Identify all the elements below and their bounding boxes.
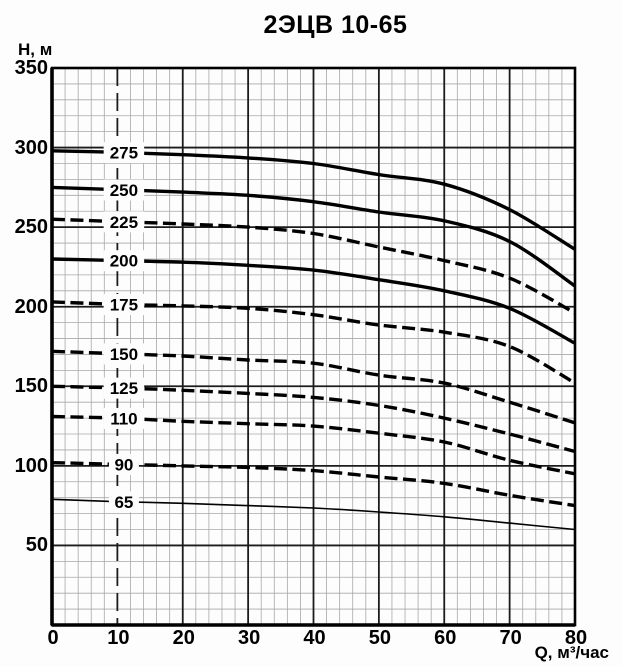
curve-label-bg-225 bbox=[103, 211, 145, 233]
x-tick-20: 20 bbox=[172, 627, 195, 649]
x-tick-0: 0 bbox=[47, 627, 59, 649]
y-tick-150: 150 bbox=[14, 375, 48, 398]
curve-label-65: 65 bbox=[114, 493, 133, 512]
y-tick-250: 250 bbox=[14, 216, 48, 239]
curve-label-bg-150 bbox=[103, 343, 145, 365]
curve-label-275: 275 bbox=[110, 144, 138, 163]
curve-label-bg-175 bbox=[103, 293, 145, 315]
curve-label-150: 150 bbox=[110, 345, 138, 364]
y-axis-label: Н, м bbox=[18, 40, 53, 59]
chart-title: 2ЭЦВ 10-65 bbox=[263, 11, 408, 39]
curve-label-bg-200 bbox=[103, 250, 145, 272]
x-tick-50: 50 bbox=[368, 627, 391, 649]
x-tick-10: 10 bbox=[107, 627, 130, 649]
y-tick-100: 100 bbox=[14, 454, 48, 477]
x-tick-40: 40 bbox=[303, 627, 326, 649]
chart-plot: 275 250 225 200 175 150 125 110 90 65 bbox=[50, 66, 577, 627]
x-tick-80: 80 bbox=[564, 627, 588, 649]
curve-label-125: 125 bbox=[110, 379, 138, 398]
curve-label-200: 200 bbox=[110, 252, 138, 271]
curve-label-bg-250 bbox=[103, 179, 145, 201]
curve-label-110: 110 bbox=[110, 409, 137, 428]
y-tick-200: 200 bbox=[14, 295, 48, 318]
curve-label-bg-275 bbox=[103, 142, 145, 164]
x-tick-70: 70 bbox=[499, 627, 522, 649]
curve-label-bg-125 bbox=[103, 377, 145, 399]
curve-label-bg-65 bbox=[108, 491, 139, 513]
y-tick-300: 300 bbox=[14, 136, 48, 159]
curve-label-225: 225 bbox=[110, 213, 138, 232]
x-tick-60: 60 bbox=[434, 627, 457, 649]
curve-label-90: 90 bbox=[114, 455, 133, 474]
curve-label-bg-110 bbox=[103, 407, 145, 429]
curve-label-175: 175 bbox=[110, 295, 138, 314]
curve-label-bg-90 bbox=[108, 453, 139, 475]
y-tick-350: 350 bbox=[14, 57, 48, 79]
x-axis-label: Q, м³/час bbox=[534, 643, 609, 662]
y-tick-50: 50 bbox=[25, 534, 48, 557]
curve-label-250: 250 bbox=[110, 181, 138, 200]
x-tick-30: 30 bbox=[238, 627, 261, 649]
